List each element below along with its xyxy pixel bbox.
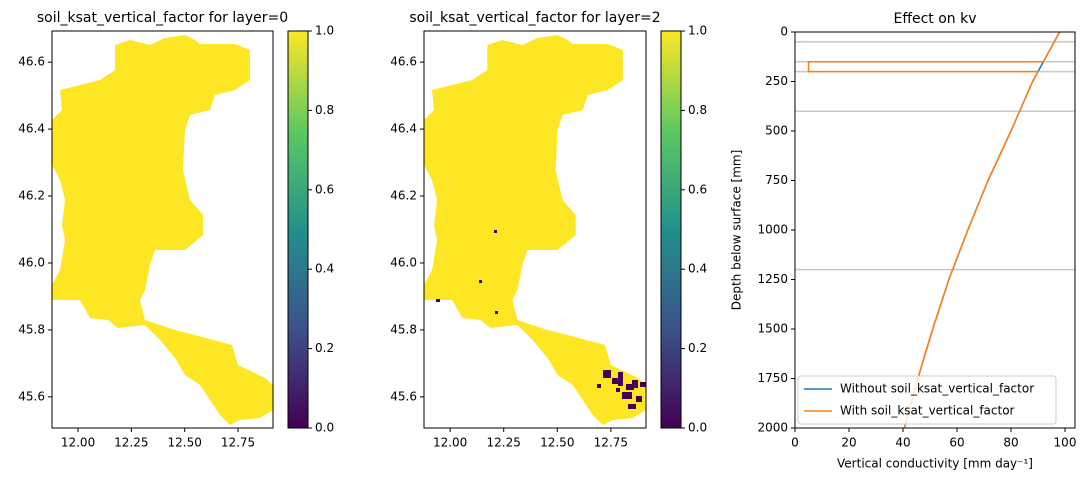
axes-frame <box>51 30 274 429</box>
y-tick-label: 250 <box>765 74 788 88</box>
y-tick-label: 750 <box>765 173 788 187</box>
y-tick-label: 46.6 <box>390 55 417 69</box>
y-tick-label: 45.6 <box>390 389 417 403</box>
y-tick-label: 45.8 <box>390 322 417 336</box>
series-line <box>903 31 1061 429</box>
colorbar-tick-label: 0.6 <box>688 182 707 196</box>
region-patch <box>494 230 497 233</box>
region-patch <box>628 404 636 409</box>
y-tick-label: 45.8 <box>18 322 45 336</box>
x-tick-label: 12.25 <box>114 436 148 450</box>
x-tick-label: 100 <box>1054 436 1077 450</box>
x-axis-label: Vertical conductivity [mm day⁻¹] <box>837 457 1033 471</box>
legend-label: Without soil_ksat_vertical_factor <box>840 382 1034 396</box>
colorbar-tick-label: 0.8 <box>688 103 707 117</box>
y-tick-label: 46.2 <box>390 189 417 203</box>
y-tick-label: 1000 <box>757 223 788 237</box>
y-tick-label: 46.4 <box>390 122 417 136</box>
colorbar <box>287 30 309 429</box>
y-tick-label: 45.6 <box>18 389 45 403</box>
x-tick-label: 20 <box>841 436 856 450</box>
region-patch <box>632 380 638 388</box>
y-tick-label: 46.0 <box>390 255 417 269</box>
region-patch <box>616 388 620 392</box>
y-tick-label: 46.2 <box>18 189 45 203</box>
y-axis-label: Depth below surface [mm] <box>730 150 744 311</box>
region-patch <box>640 382 646 387</box>
y-tick-label: 0 <box>780 25 788 39</box>
y-tick-label: 1250 <box>757 272 788 286</box>
axes-frame <box>423 30 647 429</box>
x-tick-label: 80 <box>1003 436 1018 450</box>
legend-box <box>797 375 1057 425</box>
colorbar-tick-label: 0.2 <box>315 341 334 355</box>
colorbar-tick-label: 1.0 <box>315 24 334 38</box>
y-tick-label: 1750 <box>757 371 788 385</box>
region-patch <box>622 392 632 399</box>
x-tick-label: 12.00 <box>61 436 95 450</box>
region-patch <box>436 299 440 302</box>
series-line <box>807 31 1061 429</box>
region <box>52 35 273 425</box>
region-patch <box>597 384 601 388</box>
colorbar <box>660 30 682 429</box>
axes-frame <box>794 31 1076 429</box>
x-tick-label: 12.50 <box>540 436 574 450</box>
region-patch <box>636 396 642 402</box>
y-tick-label: 46.6 <box>18 55 45 69</box>
x-tick-label: 12.50 <box>168 436 202 450</box>
colorbar-tick-label: 0.8 <box>315 103 334 117</box>
x-tick-label: 40 <box>895 436 910 450</box>
y-tick-label: 46.4 <box>18 122 45 136</box>
colorbar-tick-label: 0.6 <box>315 182 334 196</box>
region-patch <box>612 378 622 384</box>
y-tick-label: 1500 <box>757 322 788 336</box>
chart-title: soil_ksat_vertical_factor for layer=2 <box>409 10 660 26</box>
region-patch <box>495 311 498 314</box>
region <box>424 35 646 425</box>
chart-title: soil_ksat_vertical_factor for layer=0 <box>37 10 288 26</box>
y-tick-label: 500 <box>765 124 788 138</box>
region-patch <box>603 370 611 378</box>
x-tick-label: 12.75 <box>594 436 628 450</box>
y-tick-label: 46.0 <box>18 255 45 269</box>
colorbar-tick-label: 0.4 <box>315 262 334 276</box>
region-patch <box>479 280 482 283</box>
chart-title: Effect on kv <box>893 11 976 27</box>
x-tick-label: 12.75 <box>221 436 255 450</box>
x-tick-label: 0 <box>791 436 799 450</box>
region-patch <box>626 384 634 390</box>
legend-label: With soil_ksat_vertical_factor <box>840 404 1015 418</box>
x-tick-label: 12.25 <box>487 436 521 450</box>
colorbar-tick-label: 0.2 <box>688 341 707 355</box>
colorbar-tick-label: 0.0 <box>315 421 334 435</box>
colorbar-tick-label: 0.0 <box>688 421 707 435</box>
x-tick-label: 12.00 <box>433 436 467 450</box>
colorbar-tick-label: 0.4 <box>688 262 707 276</box>
x-tick-label: 60 <box>949 436 964 450</box>
colorbar-tick-label: 1.0 <box>688 24 707 38</box>
region-patch <box>618 372 623 386</box>
y-tick-label: 2000 <box>757 421 788 435</box>
